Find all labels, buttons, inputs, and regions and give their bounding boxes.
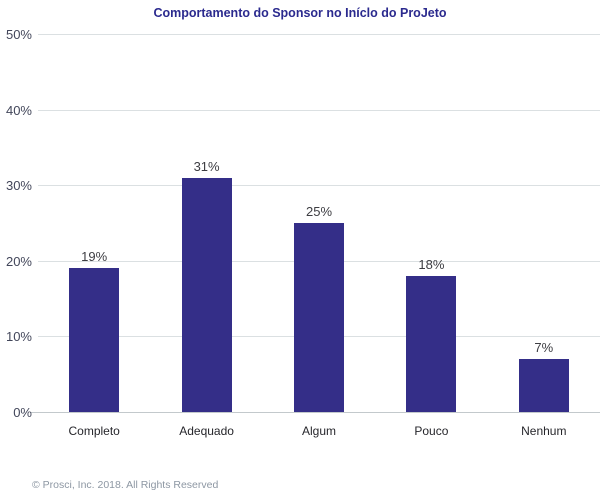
- gridline: [38, 185, 600, 187]
- bar: [69, 268, 120, 412]
- y-tick-label: 10%: [5, 329, 32, 345]
- chart-title: Comportamento do Sponsor no Iníclo do Pr…: [153, 6, 447, 20]
- category-label: Completo: [68, 424, 120, 438]
- x-axis-line: [30, 412, 600, 413]
- bar: [294, 223, 344, 412]
- gridline: [38, 34, 600, 35]
- bar: [406, 275, 457, 412]
- bar-value-label: 7%: [534, 340, 554, 356]
- category-label: Pouco: [414, 424, 449, 438]
- bar: [518, 359, 569, 412]
- bar-value-label: 18%: [418, 256, 445, 272]
- bar-value-label: 19%: [81, 249, 108, 265]
- gridline: [38, 109, 600, 111]
- y-tick-label: 50%: [5, 27, 32, 42]
- y-tick-label: 0%: [13, 405, 32, 420]
- y-tick-label: 40%: [5, 102, 32, 118]
- category-label: Adequado: [179, 424, 234, 438]
- bar-value-label: 31%: [193, 158, 220, 174]
- y-tick-label: 20%: [5, 253, 32, 269]
- category-label: Nenhum: [521, 424, 567, 438]
- bar-value-label: 25%: [305, 204, 333, 219]
- copyright-text: © Prosci, Inc. 2018. All Rights Reserved: [32, 479, 219, 491]
- y-tick-label: 30%: [5, 178, 32, 194]
- bar: [181, 177, 232, 412]
- category-label: Algum: [301, 424, 336, 438]
